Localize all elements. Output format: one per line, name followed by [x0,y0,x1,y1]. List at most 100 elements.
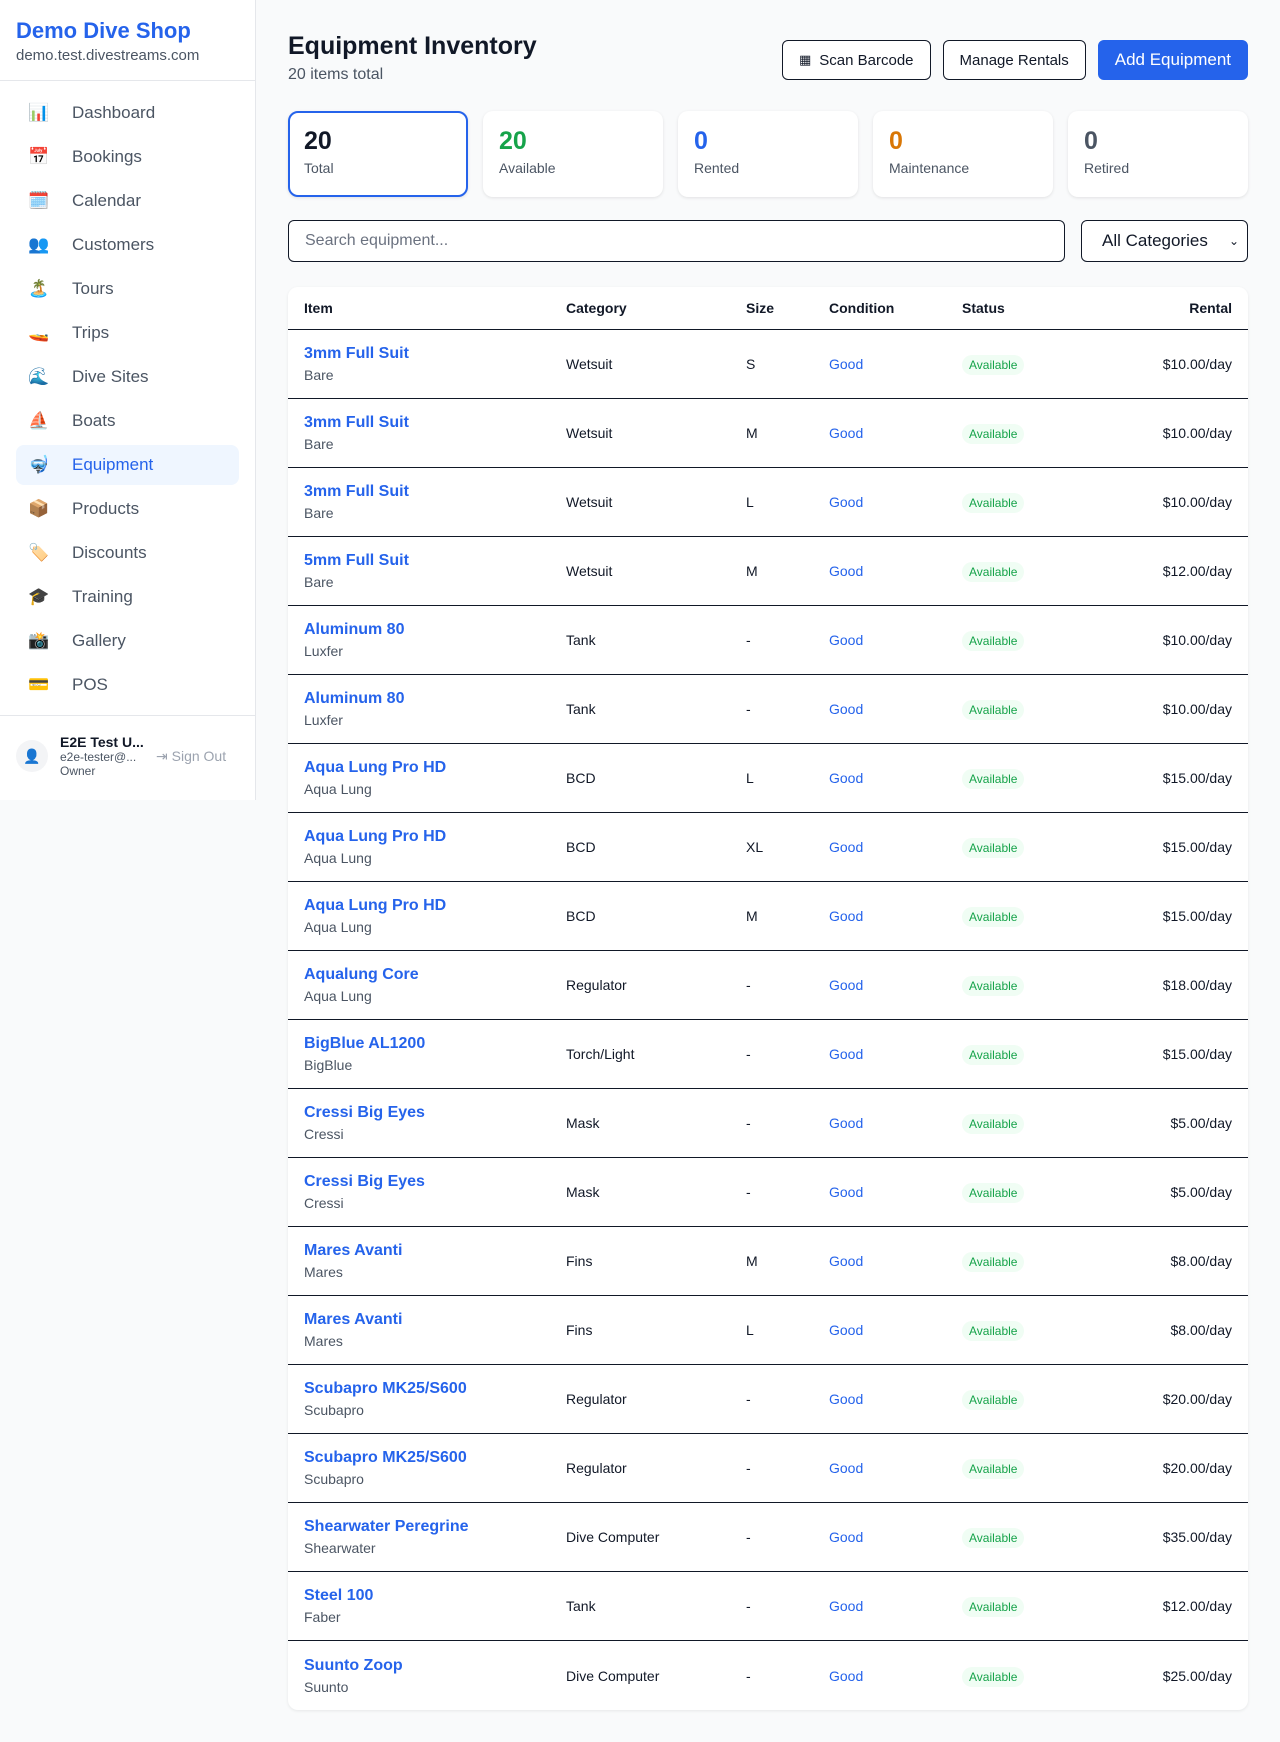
item-name-link[interactable]: Aluminum 80 [304,621,405,638]
item-size: M [746,908,758,924]
sidebar-item-dive-sites[interactable]: 🌊 Dive Sites [16,357,239,397]
sidebar-item-products[interactable]: 📦 Products [16,489,239,529]
user-panel: 👤 E2E Test U... e2e-tester@... Owner ⇥ S… [0,715,256,796]
header-category: Category [566,300,627,316]
item-category: BCD [566,839,596,855]
table-row[interactable]: Aqualung Core Aqua Lung Regulator - Good … [288,951,1248,1020]
table-row[interactable]: Mares Avanti Mares Fins L Good Available … [288,1296,1248,1365]
item-name-link[interactable]: 3mm Full Suit [304,345,409,362]
table-row[interactable]: Scubapro MK25/S600 Scubapro Regulator - G… [288,1434,1248,1503]
stat-card-maintenance[interactable]: 0 Maintenance [873,111,1053,197]
table-row[interactable]: Mares Avanti Mares Fins M Good Available … [288,1227,1248,1296]
table-row[interactable]: Cressi Big Eyes Cressi Mask - Good Availa… [288,1158,1248,1227]
item-category: Regulator [566,977,627,993]
tours-icon: 🏝️ [28,279,50,298]
item-name-link[interactable]: Aqua Lung Pro HD [304,828,447,845]
sidebar-item-discounts[interactable]: 🏷️ Discounts [16,533,239,573]
table-row[interactable]: Aqua Lung Pro HD Aqua Lung BCD L Good Ava… [288,744,1248,813]
gallery-icon: 📸 [28,631,50,650]
item-brand: Suunto [304,1678,349,1695]
scan-barcode-button[interactable]: ▦ Scan Barcode [781,40,931,80]
item-brand: Aqua Lung [304,850,372,866]
table-row[interactable]: Suunto Zoop Suunto Dive Computer - Good A… [288,1641,1248,1710]
item-name-link[interactable]: 3mm Full Suit [304,483,409,500]
stat-value: 0 [889,127,903,155]
status-badge: Available [962,1597,1025,1617]
item-condition: Good [829,908,864,924]
table-row[interactable]: Aqua Lung Pro HD Aqua Lung BCD XL Good Av… [288,813,1248,882]
sidebar-item-bookings[interactable]: 📅 Bookings [16,137,239,177]
item-name-link[interactable]: Cressi Big Eyes [304,1173,425,1190]
qr-code-icon: ▦ [798,52,812,67]
sidebar-item-tours[interactable]: 🏝️ Tours [16,269,239,309]
table-row[interactable]: Cressi Big Eyes Cressi Mask - Good Availa… [288,1089,1248,1158]
table-row[interactable]: 3mm Full Suit Bare Wetsuit M Good Availab… [288,399,1248,468]
sidebar-item-gallery[interactable]: 📸 Gallery [16,621,239,661]
item-name-link[interactable]: Mares Avanti [304,1311,403,1328]
table-row[interactable]: Aluminum 80 Luxfer Tank - Good Available … [288,675,1248,744]
sidebar-item-dashboard[interactable]: 📊 Dashboard [16,93,239,133]
item-name-link[interactable]: Scubapro MK25/S600 [304,1449,467,1466]
item-category: Regulator [566,1460,627,1476]
table-row[interactable]: 5mm Full Suit Bare Wetsuit M Good Availab… [288,537,1248,606]
item-name-link[interactable]: BigBlue AL1200 [304,1035,426,1052]
stat-card-available[interactable]: 20 Available [483,111,663,197]
sidebar-item-calendar[interactable]: 🗓️ Calendar [16,181,239,221]
sidebar-item-equipment[interactable]: 🤿 Equipment [16,445,239,485]
item-condition: Good [829,701,864,717]
item-name-link[interactable]: Scubapro MK25/S600 [304,1380,467,1397]
calendar-icon: 🗓️ [28,191,50,210]
item-name-link[interactable]: 5mm Full Suit [304,552,409,569]
sign-out-button[interactable]: ⇥ Sign Out [156,748,226,765]
page-title: Equipment Inventory [288,32,537,60]
add-equipment-button[interactable]: Add Equipment [1097,40,1248,80]
category-select[interactable]: All Categories ⌄ [1081,220,1248,262]
sidebar-item-pos[interactable]: 💳 POS [16,665,239,705]
item-condition: Good [829,977,864,993]
item-brand: Cressi [304,1126,344,1142]
item-size: - [746,632,751,648]
header-condition: Condition [829,300,895,316]
item-rental-price: $25.00/day [1162,1667,1232,1684]
table-row[interactable]: Steel 100 Faber Tank - Good Available $12… [288,1572,1248,1641]
item-name-link[interactable]: Cressi Big Eyes [304,1104,425,1121]
sidebar-item-trips[interactable]: 🚤 Trips [16,313,239,353]
sidebar-item-boats[interactable]: ⛵ Boats [16,401,239,441]
table-row[interactable]: Aluminum 80 Luxfer Tank - Good Available … [288,606,1248,675]
item-brand: Luxfer [304,643,343,659]
equipment-table: Item Category Size Condition Status Rent… [288,287,1248,1710]
item-name-link[interactable]: Steel 100 [304,1587,374,1604]
item-name-link[interactable]: 3mm Full Suit [304,414,409,431]
table-row[interactable]: Shearwater Peregrine Shearwater Dive Comp… [288,1503,1248,1572]
table-row[interactable]: 3mm Full Suit Bare Wetsuit L Good Availab… [288,468,1248,537]
item-name-link[interactable]: Aqua Lung Pro HD [304,897,447,914]
stat-card-retired[interactable]: 0 Retired [1068,111,1248,197]
item-category: Tank [566,701,596,717]
item-rental-price: $15.00/day [1162,1046,1232,1062]
manage-rentals-button[interactable]: Manage Rentals [942,40,1086,80]
stat-card-rented[interactable]: 0 Rented [678,111,858,197]
shop-name[interactable]: Demo Dive Shop [16,18,191,43]
item-name-link[interactable]: Shearwater Peregrine [304,1518,469,1535]
item-size: - [746,1529,751,1545]
stat-card-total[interactable]: 20 Total [288,111,468,197]
sidebar-item-customers[interactable]: 👥 Customers [16,225,239,265]
item-category: Mask [566,1115,600,1131]
item-name-link[interactable]: Mares Avanti [304,1242,403,1259]
item-condition: Good [829,1046,864,1062]
search-input[interactable] [288,220,1065,262]
sidebar-item-label: Customers [72,235,155,254]
item-name-link[interactable]: Suunto Zoop [304,1656,403,1674]
table-row[interactable]: Scubapro MK25/S600 Scubapro Regulator - G… [288,1365,1248,1434]
table-row[interactable]: Aqua Lung Pro HD Aqua Lung BCD M Good Ava… [288,882,1248,951]
table-row[interactable]: 3mm Full Suit Bare Wetsuit S Good Availab… [288,330,1248,399]
item-name-link[interactable]: Aqua Lung Pro HD [304,759,447,776]
stat-label: Available [499,160,556,176]
header-status: Status [962,300,1005,316]
item-name-link[interactable]: Aqualung Core [304,966,419,983]
item-name-link[interactable]: Aluminum 80 [304,690,405,707]
table-row[interactable]: BigBlue AL1200 BigBlue Torch/Light - Good… [288,1020,1248,1089]
status-badge: Available [962,838,1025,858]
sidebar-item-label: Dashboard [72,103,156,122]
sidebar-item-training[interactable]: 🎓 Training [16,577,239,617]
